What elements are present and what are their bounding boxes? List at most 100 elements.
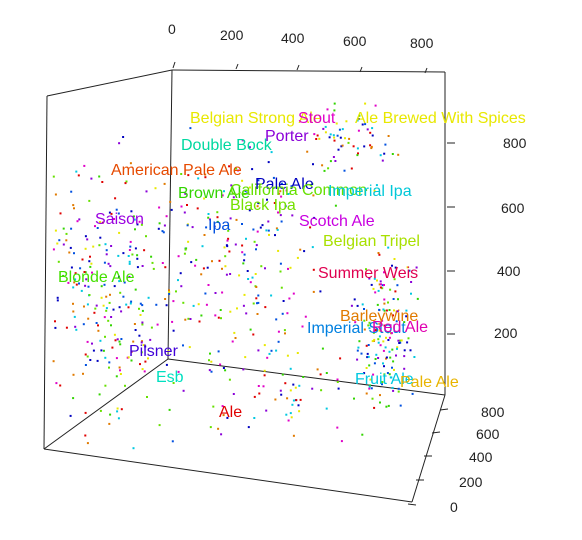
z-tick-label: 400	[497, 263, 521, 279]
data-point	[369, 131, 372, 134]
data-point	[373, 338, 376, 341]
data-point	[220, 433, 223, 436]
data-point	[395, 310, 398, 313]
data-point	[118, 366, 121, 369]
data-point	[104, 356, 107, 359]
data-point	[118, 340, 121, 343]
data-point	[292, 292, 295, 295]
data-point	[227, 224, 230, 227]
data-point	[241, 244, 244, 247]
y-tick-label: 200	[459, 474, 483, 490]
data-point	[81, 258, 84, 261]
data-point	[279, 214, 282, 217]
data-point	[312, 194, 315, 197]
data-point	[365, 189, 368, 191]
data-point	[279, 270, 282, 273]
data-point	[387, 331, 389, 334]
style-label: Esb	[156, 369, 184, 386]
data-point	[378, 283, 381, 286]
data-point	[257, 179, 260, 182]
data-point	[258, 392, 261, 395]
data-point	[385, 309, 388, 312]
data-point	[208, 218, 211, 221]
data-point	[113, 333, 116, 336]
data-point	[312, 290, 315, 293]
data-point	[128, 249, 131, 251]
data-point	[100, 285, 103, 288]
data-point	[274, 234, 276, 237]
data-point	[115, 357, 118, 360]
data-point	[91, 271, 93, 274]
data-point	[89, 265, 92, 268]
data-point	[99, 236, 102, 239]
data-point	[379, 154, 382, 157]
data-point	[184, 192, 187, 195]
data-point	[229, 217, 232, 220]
data-point	[216, 220, 219, 223]
data-point	[245, 312, 248, 315]
data-point	[105, 307, 108, 310]
data-point	[78, 218, 81, 221]
data-point	[357, 129, 360, 132]
data-point	[368, 387, 371, 390]
data-point	[223, 246, 226, 249]
data-point	[372, 287, 375, 290]
data-point	[130, 359, 133, 362]
data-point	[155, 303, 158, 306]
data-point	[264, 267, 266, 270]
data-point	[104, 335, 106, 338]
data-point	[403, 321, 406, 324]
data-point	[221, 267, 223, 270]
data-point	[86, 303, 89, 306]
data-point	[73, 207, 75, 210]
data-point	[391, 366, 393, 369]
data-point	[368, 364, 371, 367]
data-point	[235, 218, 238, 221]
data-point	[56, 296, 59, 299]
data-point	[140, 341, 143, 344]
data-point	[163, 224, 166, 227]
data-point	[113, 285, 116, 288]
data-point	[120, 408, 123, 411]
data-point	[277, 211, 279, 214]
data-point	[381, 381, 384, 383]
data-point	[116, 338, 119, 341]
data-point	[72, 310, 75, 313]
data-point	[75, 170, 78, 173]
data-point	[114, 339, 117, 342]
data-point	[125, 180, 128, 183]
data-point	[379, 401, 381, 404]
data-point	[320, 389, 323, 392]
data-point	[406, 341, 409, 344]
data-point	[378, 253, 381, 256]
data-point	[334, 160, 337, 162]
data-point	[88, 260, 91, 263]
data-point	[210, 370, 213, 373]
data-point	[245, 237, 247, 240]
data-point	[313, 133, 316, 136]
data-point	[388, 309, 391, 311]
data-point	[102, 349, 105, 352]
data-point	[382, 308, 385, 311]
data-point	[54, 320, 56, 323]
data-point	[244, 190, 247, 193]
data-point	[144, 360, 147, 363]
data-point	[265, 229, 268, 232]
data-point	[393, 309, 395, 312]
data-point	[65, 232, 68, 235]
data-point	[68, 251, 71, 254]
data-point	[345, 120, 348, 123]
data-point	[251, 168, 254, 171]
data-point	[233, 331, 236, 334]
data-point	[172, 382, 175, 384]
data-point	[338, 128, 341, 131]
data-point	[168, 292, 171, 295]
data-point	[235, 167, 238, 170]
data-point	[299, 248, 302, 251]
data-point	[266, 198, 268, 201]
data-point	[383, 284, 385, 286]
data-point	[163, 182, 166, 185]
data-point	[97, 329, 100, 332]
data-point	[84, 235, 87, 238]
